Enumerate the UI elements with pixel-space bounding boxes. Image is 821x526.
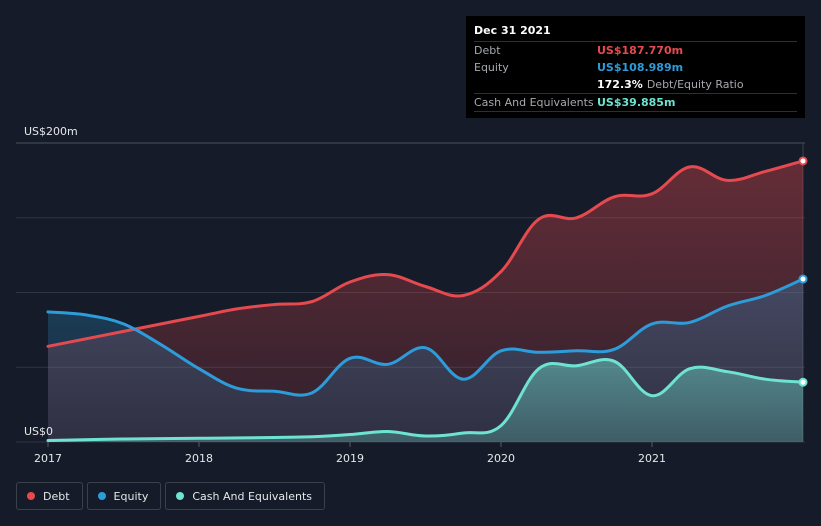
tooltip-debt-value: US$187.770m bbox=[597, 44, 684, 57]
y-tick-label: US$200m bbox=[24, 125, 78, 138]
series-areas bbox=[48, 160, 803, 442]
equity-line bbox=[46, 277, 805, 397]
tooltip-debt-label: Debt bbox=[474, 44, 501, 57]
tooltip-panel: Dec 31 2021 Debt US$187.770m Equity US$1… bbox=[466, 16, 805, 118]
x-tick-label: 2019 bbox=[336, 452, 364, 465]
legend-item-equity[interactable]: Equity bbox=[86, 482, 162, 510]
equity-end-marker bbox=[798, 274, 808, 284]
cash-dot-icon bbox=[176, 492, 185, 500]
series-lines bbox=[46, 159, 805, 442]
legend-debt-label: Debt bbox=[43, 489, 70, 503]
chart-legend: Debt Equity Cash And Equivalents bbox=[16, 482, 329, 510]
tooltip-ratio-value: 172.3% bbox=[597, 78, 643, 91]
legend-equity-label: Equity bbox=[113, 489, 149, 503]
tooltip-ratio-label: Debt/Equity Ratio bbox=[646, 78, 744, 91]
tooltip-date: Dec 31 2021 bbox=[474, 24, 551, 37]
cash-line bbox=[46, 358, 805, 442]
legend-item-debt[interactable]: Debt bbox=[16, 482, 83, 510]
tooltip-cash-value: US$39.885m bbox=[597, 96, 676, 109]
debt-line bbox=[46, 159, 805, 348]
equity-dot-icon bbox=[97, 492, 106, 500]
cash-area bbox=[48, 359, 803, 442]
debt-dot-icon bbox=[27, 492, 35, 500]
x-tick-label: 2021 bbox=[638, 452, 666, 465]
cash-end-marker bbox=[798, 377, 808, 387]
tooltip-row-equity: Equity US$108.989m bbox=[474, 59, 797, 76]
x-tick-label: 2018 bbox=[185, 452, 213, 465]
y-tick-label: US$0 bbox=[24, 425, 53, 438]
x-tick-label: 2017 bbox=[34, 452, 62, 465]
end-markers bbox=[798, 156, 808, 387]
tooltip-equity-label: Equity bbox=[474, 61, 509, 74]
x-tick-label: 2020 bbox=[487, 452, 515, 465]
tooltip-equity-value: US$108.989m bbox=[597, 61, 684, 74]
tooltip-cash-label: Cash And Equivalents bbox=[474, 96, 594, 109]
legend-item-cash[interactable]: Cash And Equivalents bbox=[165, 482, 325, 510]
axis-labels: 2017 2018 2019 2020 2021 US$200m US$0 bbox=[24, 125, 666, 465]
tooltip-row-debt: Debt US$187.770m bbox=[474, 41, 797, 59]
legend-cash-label: Cash And Equivalents bbox=[192, 489, 312, 503]
tooltip-row-cash: Cash And Equivalents US$39.885m bbox=[474, 93, 797, 112]
debt-end-marker bbox=[798, 156, 808, 166]
tooltip-row-ratio: 172.3% Debt/Equity Ratio bbox=[474, 76, 797, 93]
